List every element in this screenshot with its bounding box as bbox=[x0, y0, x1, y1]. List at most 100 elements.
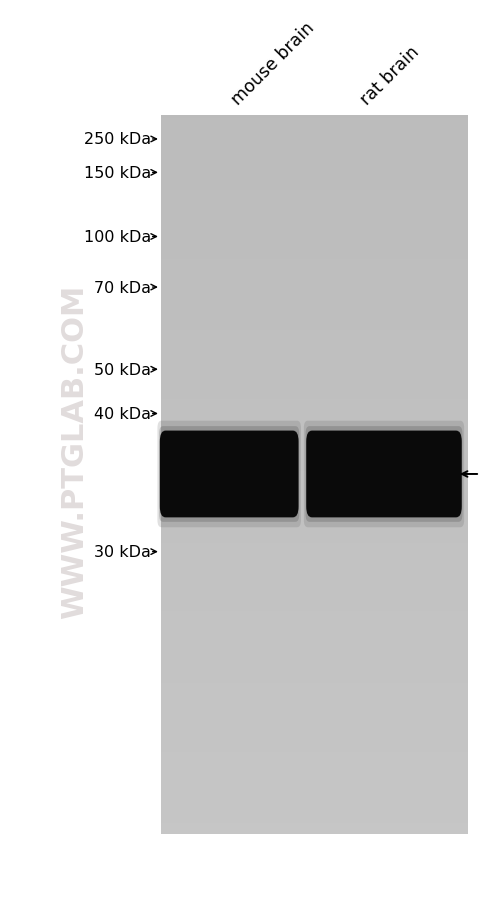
Bar bbox=[161, 539, 468, 543]
Bar bbox=[161, 345, 468, 349]
Bar bbox=[161, 482, 468, 485]
Bar bbox=[161, 604, 468, 608]
Bar bbox=[161, 418, 468, 421]
FancyBboxPatch shape bbox=[159, 427, 299, 522]
FancyBboxPatch shape bbox=[307, 431, 461, 518]
Bar bbox=[161, 209, 468, 213]
Bar bbox=[161, 485, 468, 489]
Bar bbox=[161, 177, 468, 180]
Bar bbox=[161, 356, 468, 360]
Bar bbox=[161, 432, 468, 436]
Bar bbox=[161, 820, 468, 824]
Bar bbox=[161, 255, 468, 259]
Bar bbox=[161, 608, 468, 612]
Bar bbox=[161, 126, 468, 130]
Bar bbox=[161, 421, 468, 425]
Bar bbox=[161, 474, 468, 478]
Bar bbox=[161, 816, 468, 820]
Text: WWW.PTGLAB.COM: WWW.PTGLAB.COM bbox=[60, 284, 89, 618]
Bar bbox=[161, 133, 468, 137]
Bar bbox=[161, 324, 468, 327]
Bar bbox=[161, 237, 468, 241]
Text: 40 kDa: 40 kDa bbox=[94, 407, 151, 421]
Bar bbox=[161, 454, 468, 457]
Bar bbox=[161, 680, 468, 684]
Bar bbox=[161, 684, 468, 687]
Bar bbox=[161, 666, 468, 669]
Bar bbox=[161, 159, 468, 162]
Bar bbox=[161, 468, 468, 472]
Bar bbox=[161, 630, 468, 633]
Bar bbox=[161, 601, 468, 604]
Bar bbox=[161, 777, 468, 780]
Bar bbox=[161, 353, 468, 356]
Bar bbox=[161, 403, 468, 407]
Bar bbox=[161, 798, 468, 802]
Bar bbox=[161, 619, 468, 622]
Bar bbox=[161, 115, 468, 119]
Bar bbox=[161, 827, 468, 831]
Bar bbox=[161, 655, 468, 658]
Bar bbox=[161, 313, 468, 317]
Bar bbox=[161, 360, 468, 364]
Text: 50 kDa: 50 kDa bbox=[94, 363, 151, 377]
Bar bbox=[161, 281, 468, 284]
Bar bbox=[161, 266, 468, 270]
Bar bbox=[161, 166, 468, 170]
Bar bbox=[161, 733, 468, 737]
Bar bbox=[161, 532, 468, 536]
Bar bbox=[161, 780, 468, 784]
Bar bbox=[161, 561, 468, 565]
Bar bbox=[161, 184, 468, 188]
Bar bbox=[161, 831, 468, 834]
Bar bbox=[161, 651, 468, 655]
Bar bbox=[161, 457, 468, 461]
Bar bbox=[161, 676, 468, 680]
Bar bbox=[161, 173, 468, 177]
Text: 150 kDa: 150 kDa bbox=[84, 166, 151, 180]
Bar bbox=[161, 583, 468, 586]
Bar bbox=[161, 191, 468, 195]
Bar bbox=[161, 349, 468, 353]
Bar bbox=[161, 244, 468, 248]
Bar bbox=[161, 443, 468, 446]
Bar bbox=[161, 695, 468, 698]
Bar bbox=[161, 331, 468, 335]
Bar bbox=[161, 170, 468, 173]
Bar bbox=[161, 543, 468, 547]
Bar bbox=[161, 465, 468, 468]
Bar bbox=[161, 597, 468, 601]
Bar bbox=[161, 400, 468, 403]
Bar bbox=[161, 550, 468, 554]
Bar bbox=[161, 284, 468, 288]
Bar bbox=[161, 198, 468, 202]
Bar bbox=[161, 594, 468, 597]
Bar bbox=[161, 410, 468, 414]
Bar bbox=[161, 709, 468, 713]
Bar bbox=[161, 288, 468, 291]
Bar bbox=[161, 273, 468, 277]
Bar bbox=[161, 216, 468, 220]
Bar bbox=[161, 773, 468, 777]
Bar bbox=[161, 648, 468, 651]
Bar bbox=[161, 446, 468, 450]
Bar bbox=[161, 612, 468, 615]
Bar bbox=[161, 425, 468, 428]
Text: rat brain: rat brain bbox=[358, 42, 423, 108]
Bar bbox=[161, 327, 468, 331]
Bar bbox=[161, 123, 468, 126]
Bar bbox=[161, 291, 468, 295]
Bar bbox=[161, 662, 468, 666]
Bar bbox=[161, 396, 468, 400]
Bar bbox=[161, 751, 468, 755]
Bar bbox=[161, 371, 468, 374]
Bar bbox=[161, 248, 468, 252]
Bar bbox=[161, 500, 468, 503]
Bar bbox=[161, 382, 468, 385]
Bar bbox=[161, 309, 468, 313]
Bar bbox=[161, 270, 468, 273]
Bar bbox=[161, 235, 468, 237]
Bar bbox=[161, 590, 468, 594]
Bar bbox=[161, 144, 468, 148]
Bar bbox=[161, 726, 468, 730]
